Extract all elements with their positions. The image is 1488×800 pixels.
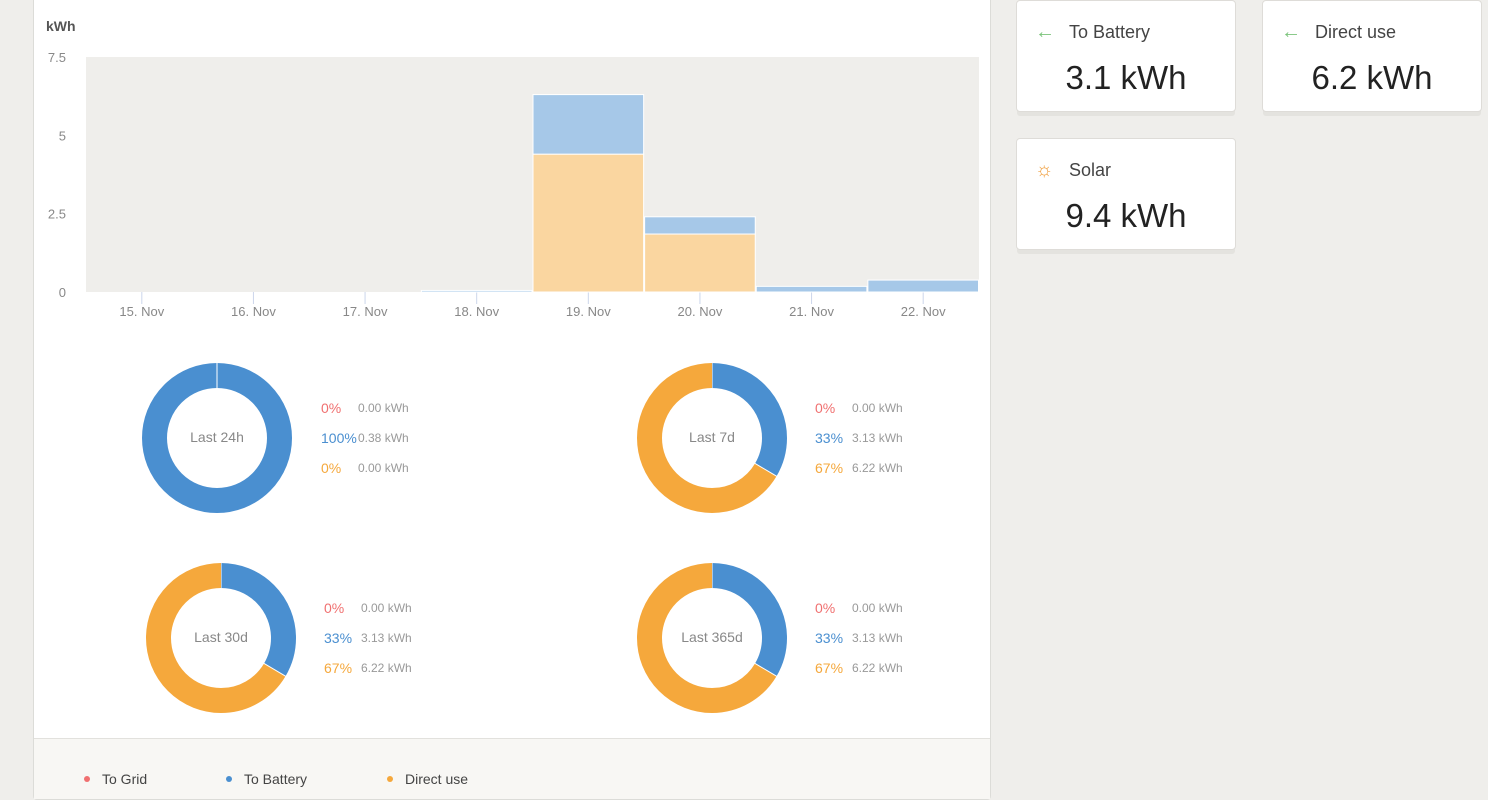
kwh-value: 3.13 kWh [852,431,903,445]
card-direct-use: ← Direct use 6.2 kWh [1262,0,1482,112]
card-value: 3.1 kWh [1065,59,1187,96]
y-tick-label: 2.5 [48,207,66,222]
donut-segment[interactable] [146,563,296,713]
card-solar: ☼ Solar 9.4 kWh [1016,138,1236,250]
donut-legend-row: 67% 6.22 kWh [324,653,412,683]
dot-icon [387,776,393,782]
kwh-value: 0.00 kWh [852,601,903,615]
legend-to-battery[interactable]: To Battery [226,771,307,787]
x-tick-label: 22. Nov [901,304,946,319]
y-tick-label: 0 [59,285,66,300]
donut-chart: Last 7d [632,358,792,518]
x-tick-label: 20. Nov [678,304,723,319]
kwh-value: 6.22 kWh [852,661,903,675]
donut-segment[interactable] [637,563,787,713]
percent: 67% [324,660,353,676]
y-tick-label: 5 [59,128,66,143]
kwh-value: 0.00 kWh [361,601,412,615]
donut-legend: 0% 0.00 kWh 100% 0.38 kWh 0% 0.00 kWh [321,393,409,483]
bar-to-battery[interactable] [644,216,756,235]
bar-direct-use[interactable] [644,233,756,293]
dot-icon [84,776,90,782]
percent: 0% [324,600,345,616]
donut-segment[interactable] [637,363,787,513]
segment-divider [754,462,778,477]
arrow-left-icon: ← [1035,21,1055,43]
donut-legend: 0% 0.00 kWh 33% 3.13 kWh 67% 6.22 kWh [815,593,903,683]
kwh-value: 3.13 kWh [852,631,903,645]
kwh-value: 0.00 kWh [358,401,409,415]
x-tick-label: 15. Nov [119,304,164,319]
donut-legend-row: 0% 0.00 kWh [321,453,409,483]
donut-label: Last 365d [681,629,743,645]
donut-chart: Last 24h [137,358,297,518]
donut-label: Last 24h [190,429,244,445]
kwh-value: 0.38 kWh [358,431,409,445]
donut-legend-row: 0% 0.00 kWh [815,393,903,423]
donut-legend-row: 67% 6.22 kWh [815,453,903,483]
percent: 33% [324,630,353,646]
segment-divider [754,662,778,677]
donut-legend-row: 100% 0.38 kWh [321,423,409,453]
legend-footer: To Grid To Battery Direct use [34,738,990,799]
legend-to-grid[interactable]: To Grid [84,771,147,787]
kwh-value: 6.22 kWh [852,461,903,475]
donut-legend: 0% 0.00 kWh 33% 3.13 kWh 67% 6.22 kWh [815,393,903,483]
card-value: 6.2 kWh [1311,59,1433,96]
legend-direct-use[interactable]: Direct use [387,771,468,787]
donut-label: Last 30d [194,629,248,645]
percent: 33% [815,630,844,646]
percent: 0% [815,600,836,616]
dot-icon [226,776,232,782]
bar-direct-use[interactable] [532,153,645,293]
percent: 0% [321,400,342,416]
bar-to-battery[interactable] [867,279,979,293]
segment-divider [263,662,287,677]
donut-label: Last 7d [689,429,735,445]
card-title: To Battery [1069,22,1151,42]
donut-legend-row: 0% 0.00 kWh [815,593,903,623]
x-tick-label: 17. Nov [343,304,388,319]
percent: 67% [815,660,844,676]
donut-legend-row: 0% 0.00 kWh [324,593,412,623]
bar-to-battery[interactable] [532,94,645,155]
arrow-left-icon: ← [1281,21,1301,43]
percent: 67% [815,460,844,476]
bar-to-battery[interactable] [755,285,868,293]
x-tick-label: 21. Nov [789,304,834,319]
kwh-value: 6.22 kWh [361,661,412,675]
energy-panel: kWh 0 2.5 5 7.5 15. Nov 16. Nov 17. Nov 18. Nov… [33,0,991,800]
x-tick-label: 18. Nov [454,304,499,319]
x-tick-label: 16. Nov [231,304,276,319]
card-value: 9.4 kWh [1065,197,1187,234]
kwh-value: 3.13 kWh [361,631,412,645]
bar-chart: kWh 0 2.5 5 7.5 15. Nov 16. Nov 17. Nov 18. Nov… [46,18,979,319]
card-title: Solar [1069,160,1112,180]
x-tick-label: 19. Nov [566,304,611,319]
percent: 100% [321,430,357,446]
kwh-value: 0.00 kWh [358,461,409,475]
percent: 0% [815,400,836,416]
donut-legend: 0% 0.00 kWh 33% 3.13 kWh 67% 6.22 kWh [324,593,412,683]
percent: 33% [815,430,844,446]
donut-chart: Last 365d [632,558,792,718]
sun-icon: ☼ [1035,159,1054,181]
donut-legend-row: 33% 3.13 kWh [324,623,412,653]
legend-label: To Grid [102,771,148,787]
card-title: Direct use [1315,22,1397,42]
kwh-value: 0.00 kWh [852,401,903,415]
donut-legend-row: 0% 0.00 kWh [321,393,409,423]
donut-chart: Last 30d [141,558,301,718]
card-to-battery: ← To Battery 3.1 kWh [1016,0,1236,112]
y-tick-label: 7.5 [48,50,66,65]
donut-legend-row: 67% 6.22 kWh [815,653,903,683]
legend-label: Direct use [405,771,469,787]
donut-legend-row: 33% 3.13 kWh [815,423,903,453]
donut-legend-row: 33% 3.13 kWh [815,623,903,653]
percent: 0% [321,460,342,476]
bar-to-battery[interactable] [420,289,533,293]
legend-label: To Battery [244,771,308,787]
y-axis-label: kWh [46,18,76,34]
